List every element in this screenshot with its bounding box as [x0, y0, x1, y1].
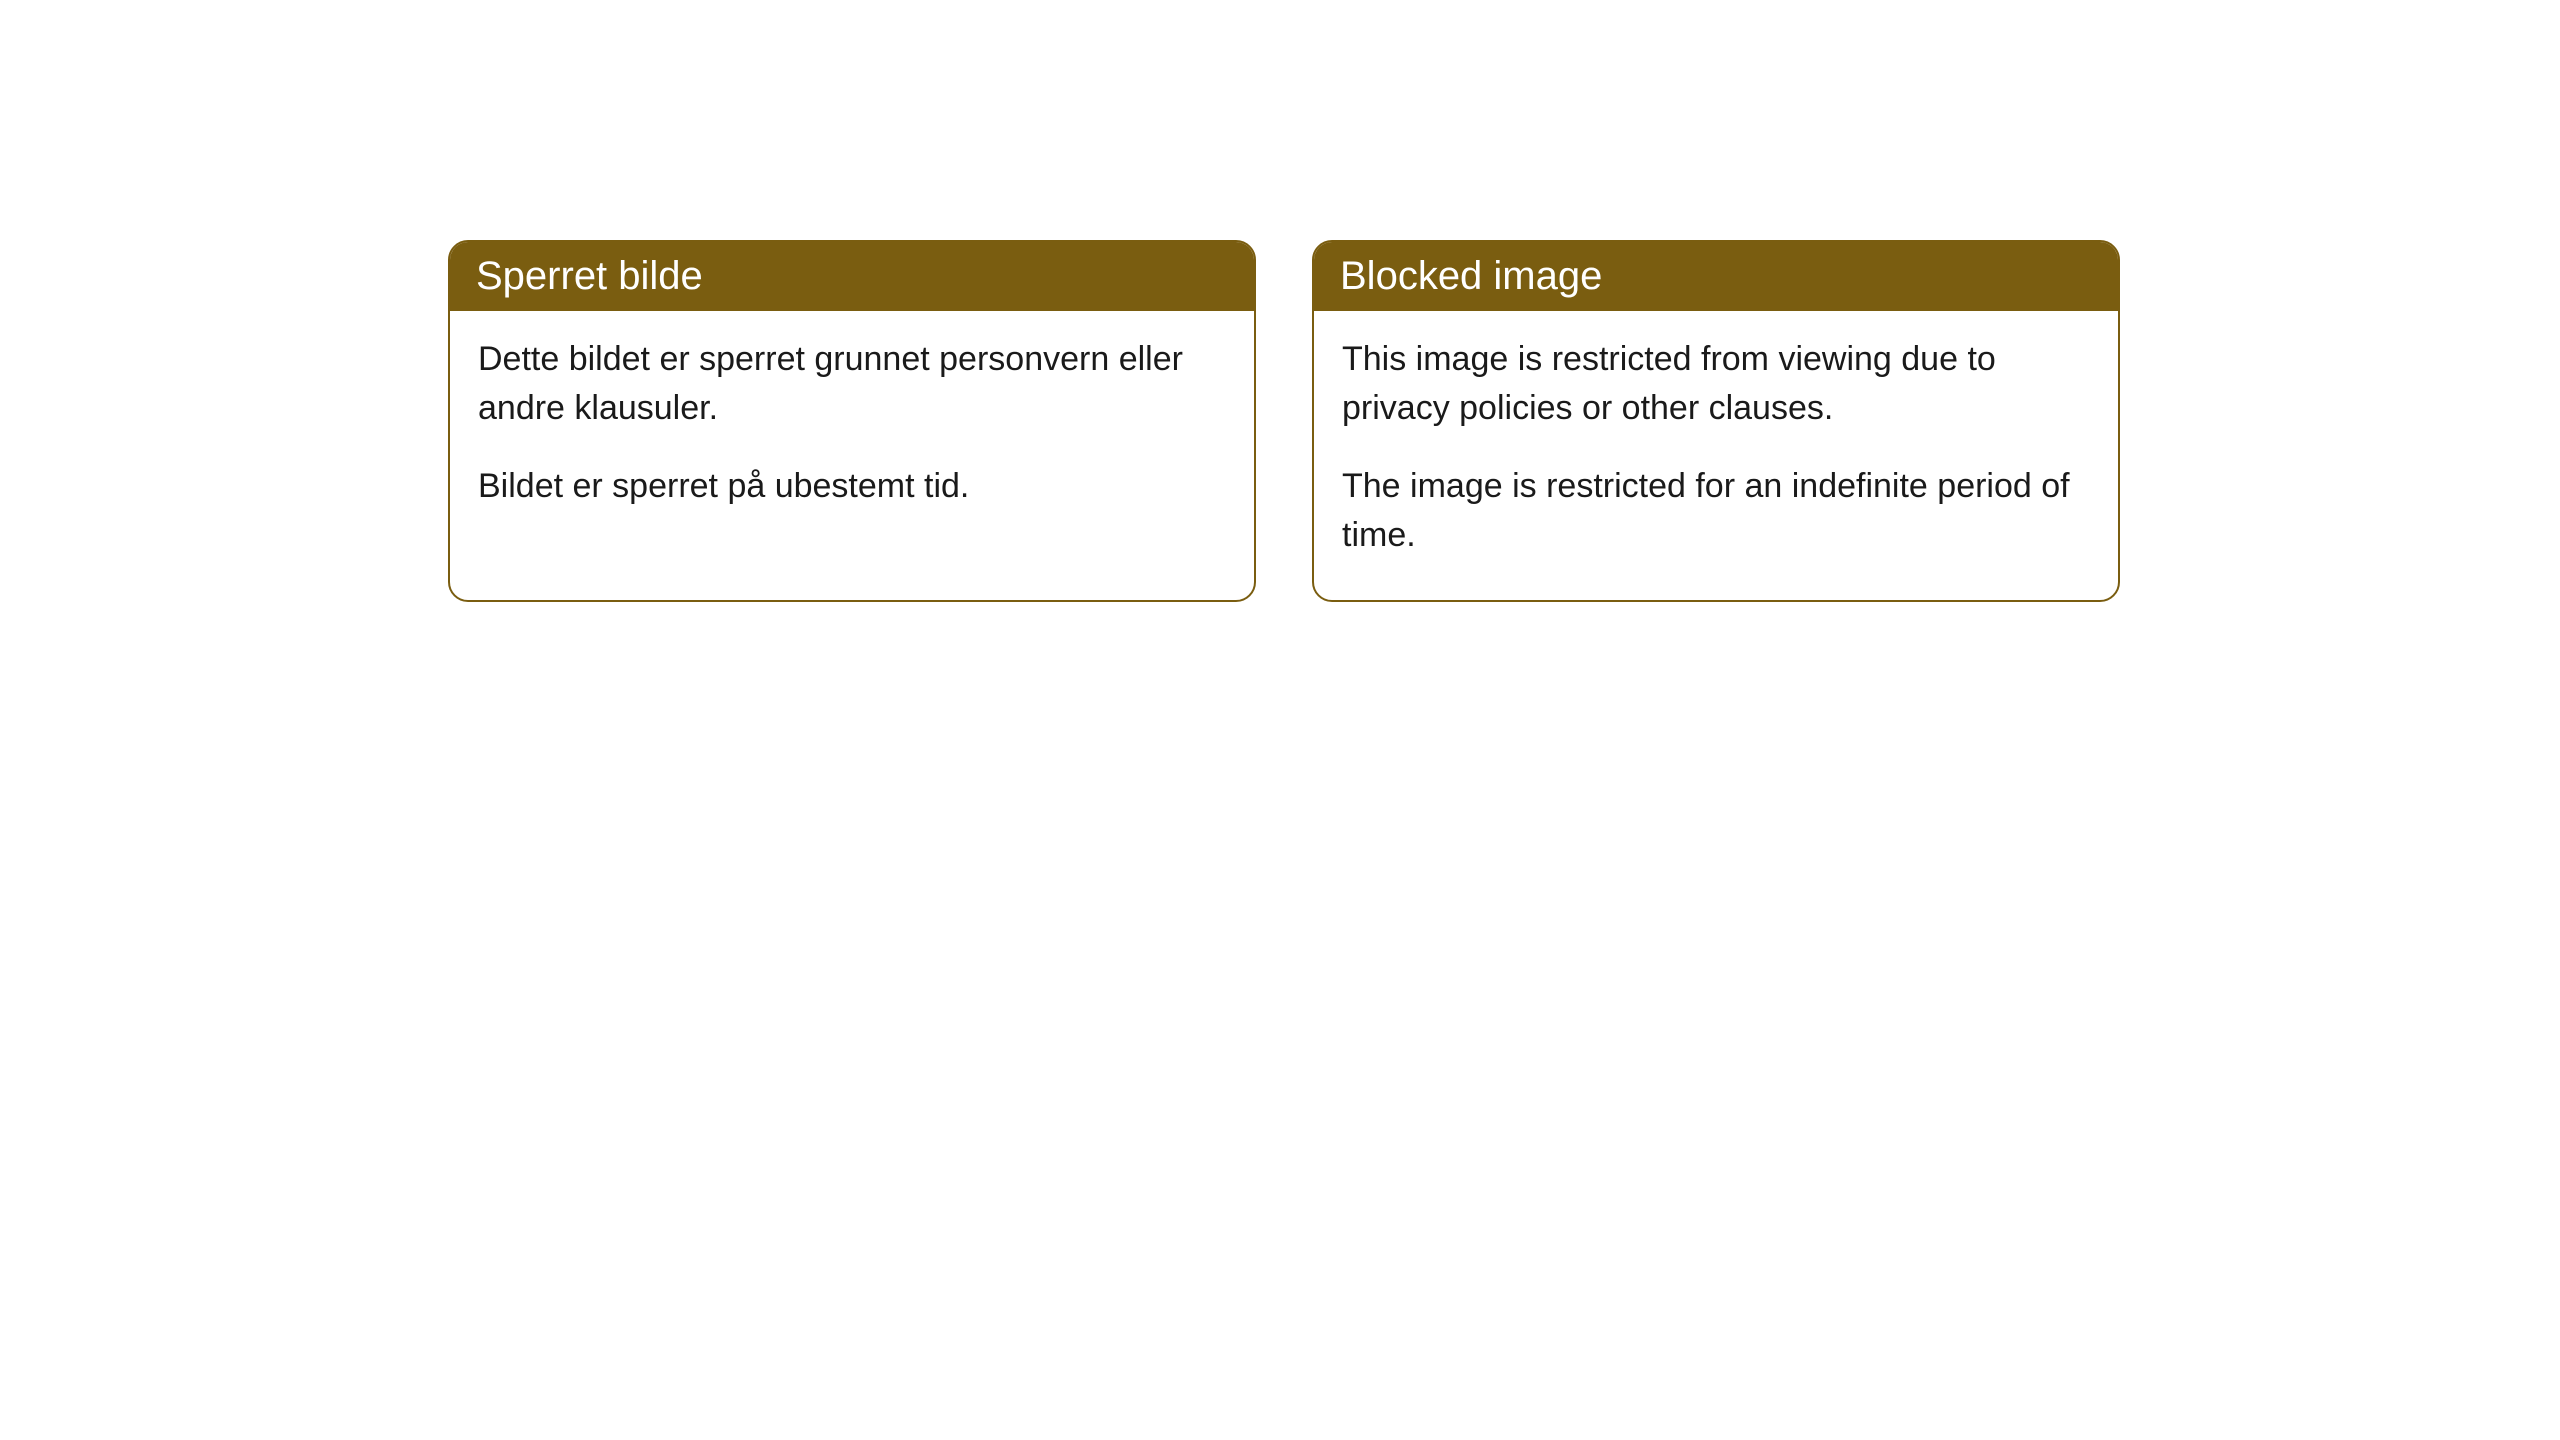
card-paragraph: This image is restricted from viewing du… [1342, 335, 2090, 434]
notice-card-norwegian: Sperret bilde Dette bildet er sperret gr… [448, 240, 1256, 602]
card-paragraph: Dette bildet er sperret grunnet personve… [478, 335, 1226, 434]
card-paragraph: The image is restricted for an indefinit… [1342, 462, 2090, 561]
card-body: This image is restricted from viewing du… [1314, 311, 2118, 600]
card-header: Blocked image [1314, 242, 2118, 311]
card-paragraph: Bildet er sperret på ubestemt tid. [478, 462, 1226, 511]
card-header: Sperret bilde [450, 242, 1254, 311]
notice-cards-container: Sperret bilde Dette bildet er sperret gr… [448, 240, 2120, 602]
notice-card-english: Blocked image This image is restricted f… [1312, 240, 2120, 602]
card-body: Dette bildet er sperret grunnet personve… [450, 311, 1254, 551]
